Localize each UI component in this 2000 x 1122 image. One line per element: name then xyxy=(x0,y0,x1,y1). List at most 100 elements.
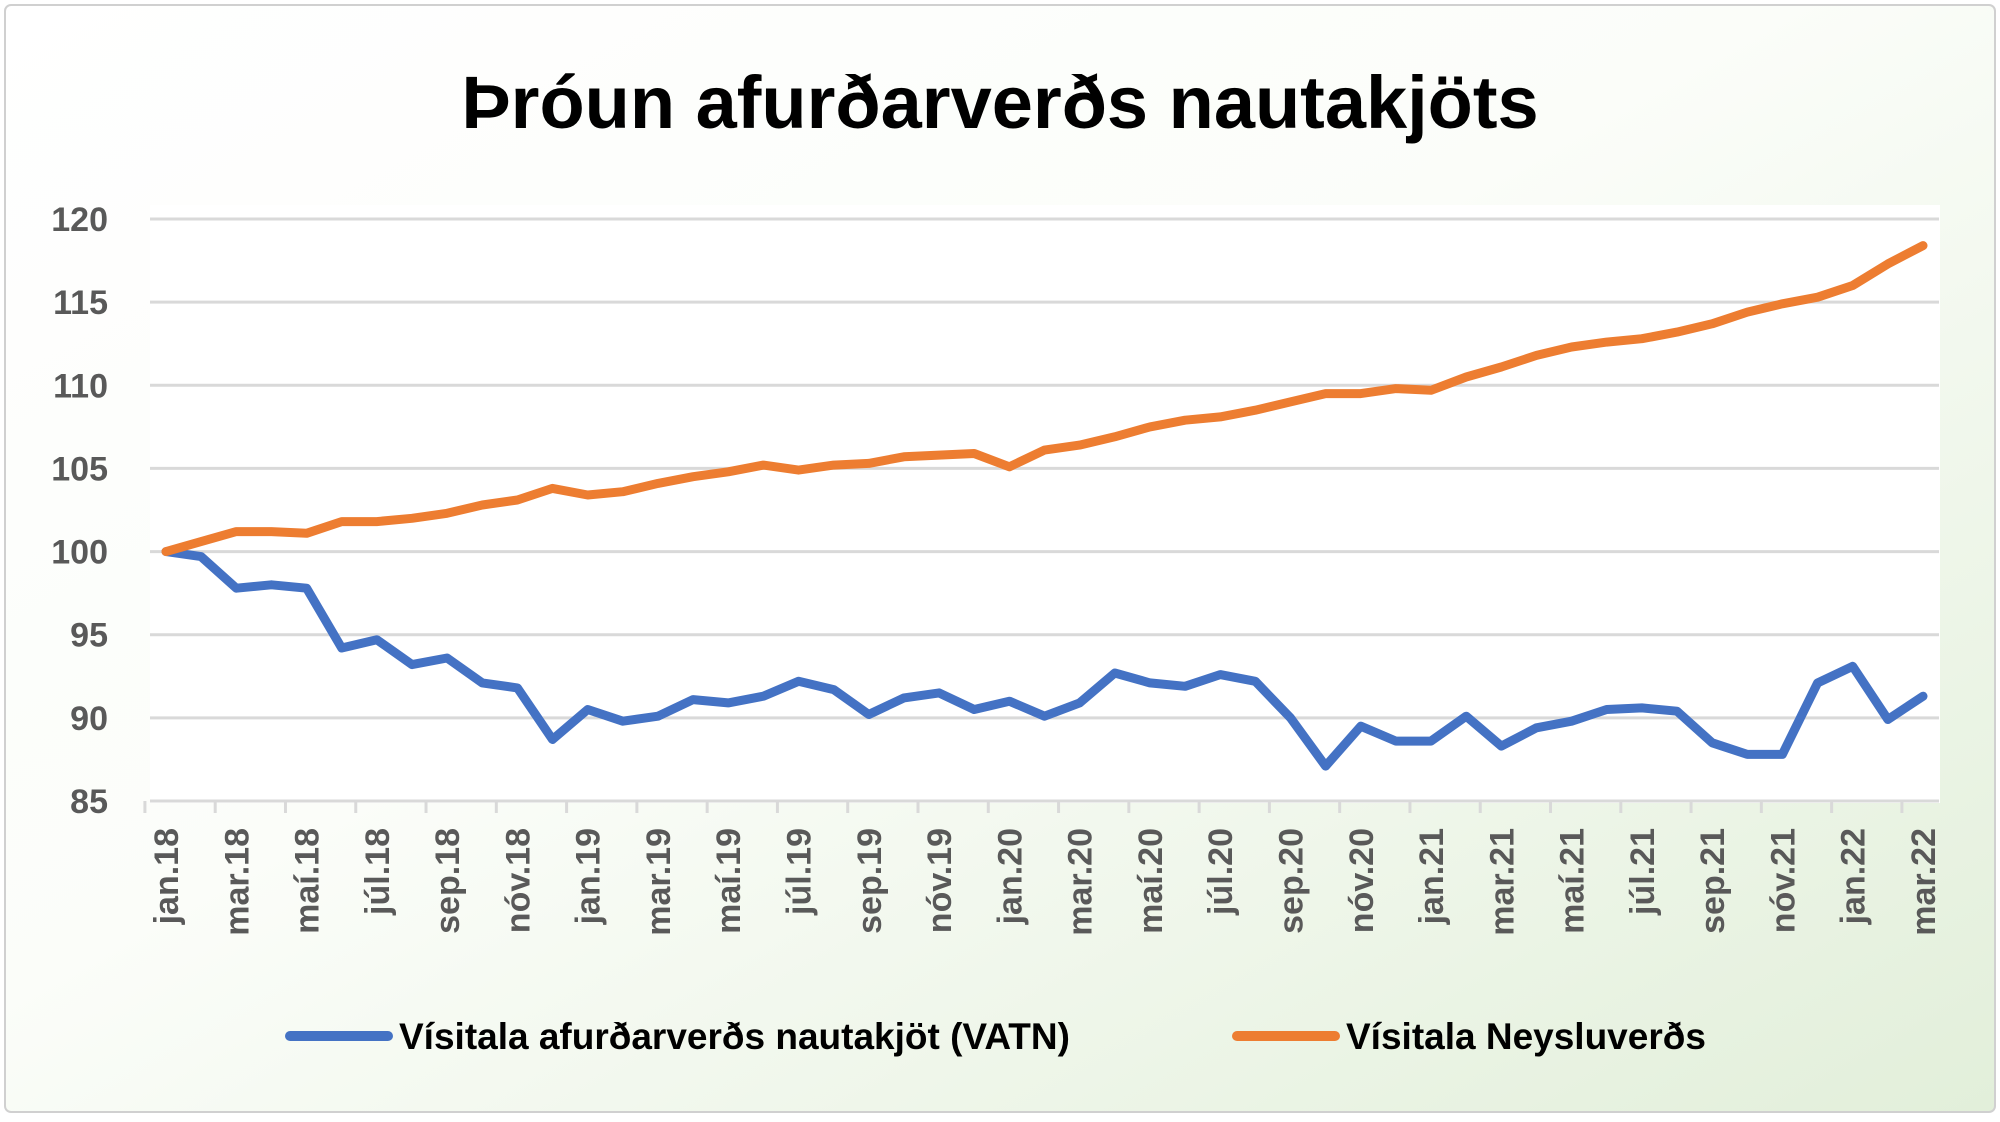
x-tick-label: júl.21 xyxy=(1624,828,1662,916)
data-point xyxy=(516,687,518,689)
data-point xyxy=(1746,311,1748,313)
data-point xyxy=(1149,682,1151,684)
x-tick-label: maí.19 xyxy=(710,828,748,934)
data-point xyxy=(1887,719,1889,721)
data-point xyxy=(1535,727,1537,729)
data-point xyxy=(1641,338,1643,340)
data-point xyxy=(1395,388,1397,390)
x-tick-label: jan.22 xyxy=(1835,828,1873,925)
data-point xyxy=(1922,245,1924,247)
x-tick-label: nóv.19 xyxy=(921,828,959,933)
data-point xyxy=(1465,376,1467,378)
data-point xyxy=(1325,765,1327,767)
y-tick-label: 90 xyxy=(70,700,108,738)
data-point xyxy=(903,697,905,699)
data-point xyxy=(622,491,624,493)
data-point xyxy=(1711,742,1713,744)
x-tick-label: maí.18 xyxy=(289,828,327,934)
data-point xyxy=(235,587,237,589)
data-point xyxy=(1817,296,1819,298)
x-tick-label: maí.20 xyxy=(1132,828,1170,934)
y-tick-label: 115 xyxy=(53,284,108,322)
data-point xyxy=(1044,449,1045,451)
data-point xyxy=(1781,753,1783,755)
x-tick-label: mar.18 xyxy=(218,828,256,936)
y-tick-label: 85 xyxy=(70,783,108,821)
data-point xyxy=(657,482,659,484)
data-point xyxy=(1114,672,1116,674)
x-tick-label: sep.21 xyxy=(1694,828,1732,934)
data-point xyxy=(1079,702,1081,704)
data-point xyxy=(1395,740,1397,742)
data-point xyxy=(692,476,694,478)
data-point xyxy=(1254,409,1256,411)
data-point xyxy=(938,692,940,694)
data-point xyxy=(411,664,413,666)
data-point xyxy=(376,639,378,641)
data-point xyxy=(270,584,272,586)
x-tick-label: jan.21 xyxy=(1413,828,1451,925)
x-tick-label: mar.22 xyxy=(1905,828,1943,936)
x-tick-label: mar.19 xyxy=(640,828,678,936)
data-point xyxy=(1817,682,1819,684)
data-point xyxy=(1184,419,1186,421)
data-point xyxy=(1430,740,1432,742)
data-point xyxy=(1606,341,1608,343)
x-tick-label: mar.20 xyxy=(1062,828,1100,936)
x-tick-label: sep.18 xyxy=(429,828,467,934)
data-point xyxy=(973,709,975,711)
plot-area xyxy=(150,205,1940,803)
data-point xyxy=(833,689,835,691)
data-point xyxy=(1149,426,1151,428)
data-point xyxy=(587,709,589,711)
data-point xyxy=(165,551,167,553)
data-point xyxy=(903,456,905,458)
data-point xyxy=(1289,717,1291,719)
data-point xyxy=(270,531,272,533)
y-tick-label: 100 xyxy=(51,534,108,572)
data-point xyxy=(868,462,870,464)
x-tick-label: jan.20 xyxy=(991,828,1029,925)
data-point xyxy=(1500,366,1502,368)
data-point xyxy=(1887,263,1889,265)
data-point xyxy=(798,680,800,682)
data-point xyxy=(1219,416,1221,418)
data-point xyxy=(1114,436,1116,438)
data-point xyxy=(1254,680,1256,682)
data-point xyxy=(306,532,308,534)
data-point xyxy=(1219,674,1221,676)
data-point xyxy=(587,494,589,496)
data-point xyxy=(341,521,343,523)
data-point xyxy=(1641,707,1643,709)
data-point xyxy=(1535,354,1537,356)
data-point xyxy=(1676,331,1678,333)
data-point xyxy=(727,702,729,704)
data-point xyxy=(1852,665,1854,667)
data-point xyxy=(833,464,835,466)
data-point xyxy=(552,738,554,740)
x-tick-label: jan.19 xyxy=(570,828,608,925)
data-point xyxy=(1922,695,1924,697)
data-point xyxy=(481,682,483,684)
data-point xyxy=(1746,753,1748,755)
data-point xyxy=(1430,389,1432,391)
data-point xyxy=(235,531,237,533)
data-point xyxy=(446,512,448,514)
data-point xyxy=(1360,725,1362,727)
data-point xyxy=(1079,444,1081,446)
data-point xyxy=(622,720,624,722)
data-point xyxy=(692,699,694,701)
data-point xyxy=(1325,393,1327,395)
data-point xyxy=(1360,393,1362,395)
y-tick-label: 110 xyxy=(53,367,108,405)
x-tick-label: júl.20 xyxy=(1202,828,1240,916)
data-point xyxy=(938,454,940,456)
data-point xyxy=(552,487,554,489)
x-tick-label: nóv.18 xyxy=(499,828,537,933)
data-point xyxy=(306,587,308,589)
data-point xyxy=(376,521,378,523)
data-point xyxy=(1465,715,1467,717)
data-point xyxy=(1606,709,1608,711)
data-point xyxy=(727,471,729,473)
